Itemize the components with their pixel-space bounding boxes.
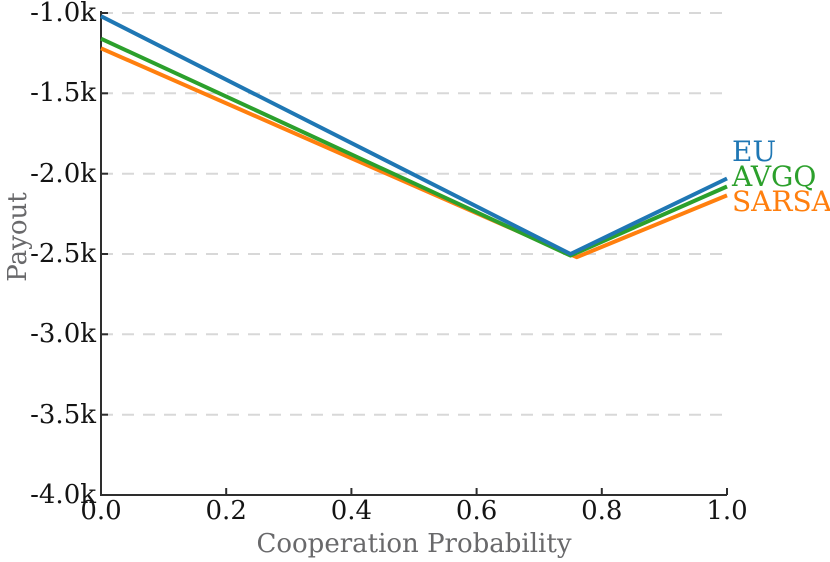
legend-label-avgq: AVGQ (732, 160, 817, 193)
y-tick-label: -4.0k (30, 480, 96, 510)
y-tick-label: -3.0k (30, 319, 96, 350)
x-tick-label: 0.6 (455, 496, 498, 526)
x-axis-label: Cooperation Probability (256, 529, 572, 559)
y-tick-label: -1.0k (30, 0, 96, 28)
legend-label-sarsa: SARSA (732, 185, 830, 218)
series-line-sarsa (100, 46, 728, 260)
x-tick-label: 1.0 (706, 496, 748, 526)
y-tick-label: -2.5k (30, 239, 96, 269)
x-tick-label: 0.2 (205, 496, 247, 526)
legend-label-eu: EU (732, 135, 777, 168)
legend: EU AVGQ SARSA (732, 135, 830, 218)
x-tick-label: 0.8 (581, 496, 623, 526)
y-tick-label: -2.0k (30, 158, 96, 189)
x-tick-label: 0.4 (330, 496, 373, 526)
y-axis-label: Payout (3, 192, 33, 282)
y-tick-label: -3.5k (30, 399, 96, 430)
y-tick-label: -1.5k (30, 78, 96, 109)
series-line-eu (100, 14, 728, 256)
x-tick-label: 0.0 (80, 496, 122, 526)
